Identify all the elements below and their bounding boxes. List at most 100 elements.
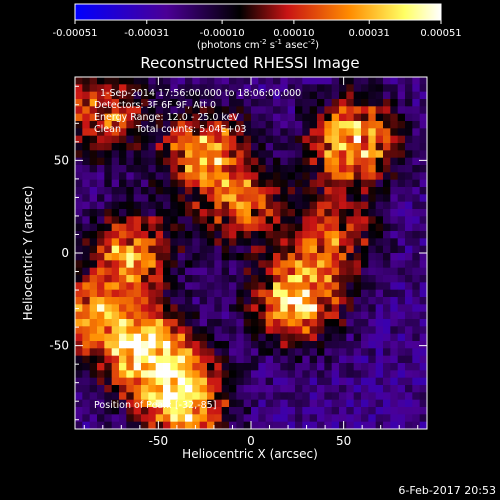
heatmap-pixel — [390, 106, 399, 115]
heatmap-pixel — [199, 238, 208, 247]
heatmap-pixel — [170, 150, 179, 159]
heatmap-pixel — [177, 157, 186, 166]
heatmap-pixel — [177, 385, 186, 393]
heatmap-pixel — [141, 201, 149, 210]
heatmap-pixel — [163, 289, 171, 298]
heatmap-pixel — [75, 172, 83, 181]
heatmap-pixel — [97, 157, 105, 166]
heatmap-pixel — [368, 238, 377, 247]
heatmap-pixel — [368, 99, 377, 107]
heatmap-pixel — [97, 91, 105, 100]
heatmap-pixel — [295, 187, 303, 195]
heatmap-pixel — [390, 370, 399, 379]
heatmap-pixel — [368, 84, 377, 93]
heatmap-image — [75, 77, 428, 430]
heatmap-pixel — [368, 113, 377, 122]
heatmap-pixel — [265, 297, 274, 305]
heatmap-pixel — [405, 348, 413, 357]
heatmap-pixel — [104, 135, 113, 144]
heatmap-pixel — [251, 245, 259, 254]
heatmap-pixel — [309, 187, 318, 195]
heatmap-pixel — [207, 414, 215, 423]
heatmap-pixel — [170, 289, 179, 298]
heatmap-pixel — [243, 311, 252, 320]
heatmap-pixel — [192, 348, 201, 357]
heatmap-pixel — [390, 172, 399, 181]
heatmap-pixel — [280, 179, 289, 188]
heatmap-pixel — [361, 99, 369, 107]
heatmap-pixel — [273, 319, 281, 327]
heatmap-pixel — [148, 135, 157, 144]
heatmap-pixel — [163, 121, 171, 129]
heatmap-pixel — [163, 333, 171, 342]
heatmap-pixel — [163, 165, 171, 173]
heatmap-pixel — [119, 231, 127, 239]
heatmap-pixel — [104, 99, 113, 107]
heatmap-pixel — [75, 363, 83, 371]
heatmap-pixel — [177, 135, 186, 144]
heatmap-pixel — [89, 333, 98, 342]
heatmap-pixel — [75, 370, 83, 379]
heatmap-pixel — [375, 121, 384, 129]
heatmap-pixel — [177, 297, 186, 305]
heatmap-pixel — [302, 341, 311, 349]
heatmap-pixel — [104, 333, 113, 342]
heatmap-pixel — [339, 179, 347, 188]
heatmap-pixel — [331, 407, 340, 415]
heatmap-pixel — [331, 414, 340, 423]
heatmap-pixel — [397, 157, 406, 166]
heatmap-pixel — [104, 260, 113, 269]
heatmap-pixel — [375, 392, 384, 401]
heatmap-pixel — [221, 194, 230, 203]
heatmap-pixel — [89, 245, 98, 254]
heatmap-pixel — [280, 165, 289, 173]
heatmap-pixel — [324, 319, 333, 327]
heatmap-pixel — [126, 421, 135, 430]
heatmap-pixel — [265, 91, 274, 100]
heatmap-pixel — [273, 121, 281, 129]
heatmap-pixel — [133, 341, 142, 349]
heatmap-pixel — [419, 297, 428, 305]
heatmap-pixel — [383, 121, 391, 129]
heatmap-pixel — [192, 319, 201, 327]
heatmap-pixel — [236, 326, 245, 335]
heatmap-pixel — [258, 282, 267, 291]
heatmap-pixel — [75, 297, 83, 305]
heatmap-pixel — [155, 106, 164, 115]
heatmap-pixel — [265, 260, 274, 269]
heatmap-pixel — [280, 348, 289, 357]
heatmap-pixel — [295, 289, 303, 298]
colorbar-tick-label: -0.00031 — [124, 28, 169, 39]
heatmap-pixel — [295, 194, 303, 203]
heatmap-pixel — [419, 157, 428, 166]
heatmap-pixel — [383, 165, 391, 173]
heatmap-pixel — [353, 333, 362, 342]
heatmap-pixel — [133, 304, 142, 313]
heatmap-pixel — [207, 143, 215, 151]
heatmap-pixel — [397, 341, 406, 349]
heatmap-pixel — [324, 157, 333, 166]
heatmap-pixel — [199, 399, 208, 408]
heatmap-pixel — [75, 245, 83, 254]
heatmap-pixel — [243, 319, 252, 327]
heatmap-pixel — [89, 77, 98, 85]
heatmap-pixel — [163, 407, 171, 415]
heatmap-pixel — [309, 150, 318, 159]
heatmap-pixel — [111, 113, 120, 122]
heatmap-pixel — [375, 135, 384, 144]
heatmap-pixel — [280, 304, 289, 313]
heatmap-pixel — [251, 399, 259, 408]
heatmap-pixel — [119, 209, 127, 217]
heatmap-pixel — [280, 121, 289, 129]
heatmap-pixel — [368, 209, 377, 217]
heatmap-pixel — [287, 231, 296, 239]
heatmap-pixel — [368, 135, 377, 144]
heatmap-pixel — [265, 363, 274, 371]
heatmap-pixel — [412, 355, 421, 364]
heatmap-pixel — [324, 348, 333, 357]
heatmap-pixel — [295, 253, 303, 261]
heatmap-pixel — [97, 399, 105, 408]
heatmap-pixel — [177, 377, 186, 386]
heatmap-pixel — [119, 319, 127, 327]
heatmap-pixel — [317, 165, 325, 173]
